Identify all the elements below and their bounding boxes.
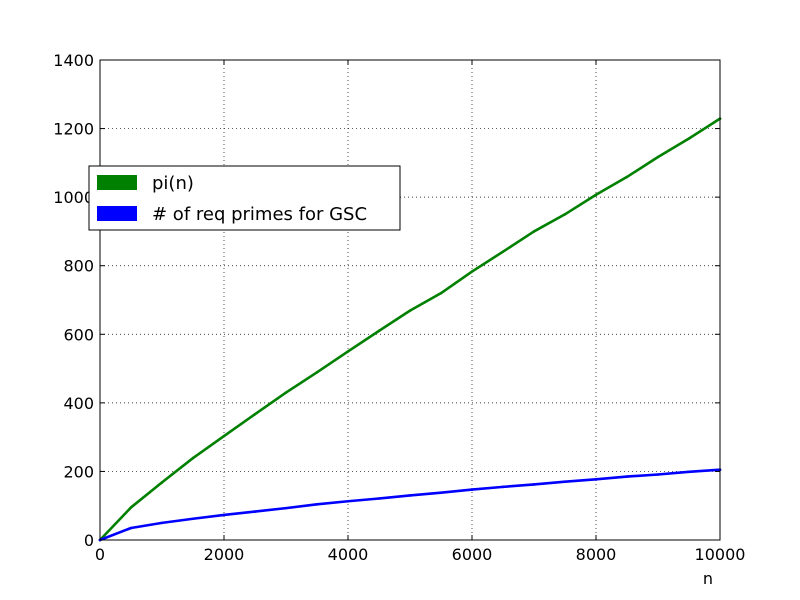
data-point-pi-n [687, 137, 691, 140]
data-point-req-primes-gsc [563, 480, 567, 484]
data-point-req-primes-gsc [594, 478, 598, 481]
legend: pi(n) # of req primes for GSC [88, 165, 401, 231]
y-tick-label: 1400 [53, 51, 94, 70]
data-point-req-primes-gsc [222, 513, 226, 517]
y-tick-label: 600 [63, 325, 94, 344]
data-point-pi-n [315, 371, 319, 374]
legend-swatch-req-primes-gsc [97, 206, 137, 221]
data-point-pi-n [408, 309, 412, 312]
data-point-pi-n [253, 412, 257, 416]
data-point-pi-n [501, 250, 505, 253]
series-group [98, 117, 722, 542]
x-tick-label: 6000 [452, 545, 493, 564]
data-point-req-primes-gsc [129, 526, 133, 530]
x-tick-label: 2000 [204, 545, 245, 564]
data-point-req-primes-gsc [532, 483, 536, 486]
data-point-req-primes-gsc [439, 491, 443, 494]
y-tick-label: 800 [63, 257, 94, 276]
x-tick-label: 0 [95, 545, 105, 564]
data-point-pi-n [377, 329, 381, 333]
data-point-pi-n [346, 350, 350, 353]
legend-label-pi-n: pi(n) [152, 173, 194, 194]
y-tick-label: 400 [63, 394, 94, 413]
plot-frame [99, 59, 721, 541]
legend-label-req-primes-gsc: # of req primes for GSC [152, 204, 367, 225]
data-point-req-primes-gsc [160, 521, 164, 525]
data-point-req-primes-gsc [687, 470, 691, 474]
x-tick-label: 4000 [328, 545, 369, 564]
data-point-req-primes-gsc [191, 517, 195, 521]
data-point-req-primes-gsc [408, 494, 412, 497]
data-point-pi-n [439, 291, 443, 295]
data-point-pi-n [563, 212, 567, 216]
plot-background [100, 60, 720, 540]
data-point-pi-n [594, 193, 598, 197]
data-point-req-primes-gsc [253, 510, 257, 513]
x-tick-label: 8000 [576, 545, 617, 564]
data-point-pi-n [625, 175, 629, 179]
y-tick-label: 200 [63, 462, 94, 481]
data-point-pi-n [222, 434, 226, 438]
data-point-pi-n [129, 506, 133, 509]
data-point-req-primes-gsc [284, 506, 288, 510]
legend-box [88, 165, 401, 231]
y-tick-label: 0 [84, 531, 94, 550]
y-tick-label: 1000 [53, 188, 94, 207]
data-point-req-primes-gsc [501, 485, 505, 489]
data-point-pi-n [470, 270, 474, 273]
x-tick-label: 10000 [695, 545, 746, 564]
data-point-pi-n [160, 481, 164, 484]
data-point-req-primes-gsc [377, 497, 381, 500]
data-point-req-primes-gsc [625, 475, 629, 478]
data-point-req-primes-gsc [346, 499, 350, 503]
y-tick-label: 1200 [53, 120, 94, 139]
x-axis-label: n [703, 569, 713, 588]
legend-swatch-pi-n [97, 175, 137, 190]
data-point-pi-n [284, 391, 288, 394]
grid-lines [100, 60, 720, 540]
data-point-pi-n [532, 230, 536, 233]
data-point-req-primes-gsc [470, 488, 474, 491]
axis-ticks: 0 2000 4000 6000 8000 10000 0 200 400 600 800 1000 1… [53, 51, 745, 564]
data-point-pi-n [191, 456, 195, 460]
data-point-pi-n [656, 155, 660, 159]
data-point-req-primes-gsc [315, 503, 319, 506]
data-point-req-primes-gsc [656, 473, 660, 476]
